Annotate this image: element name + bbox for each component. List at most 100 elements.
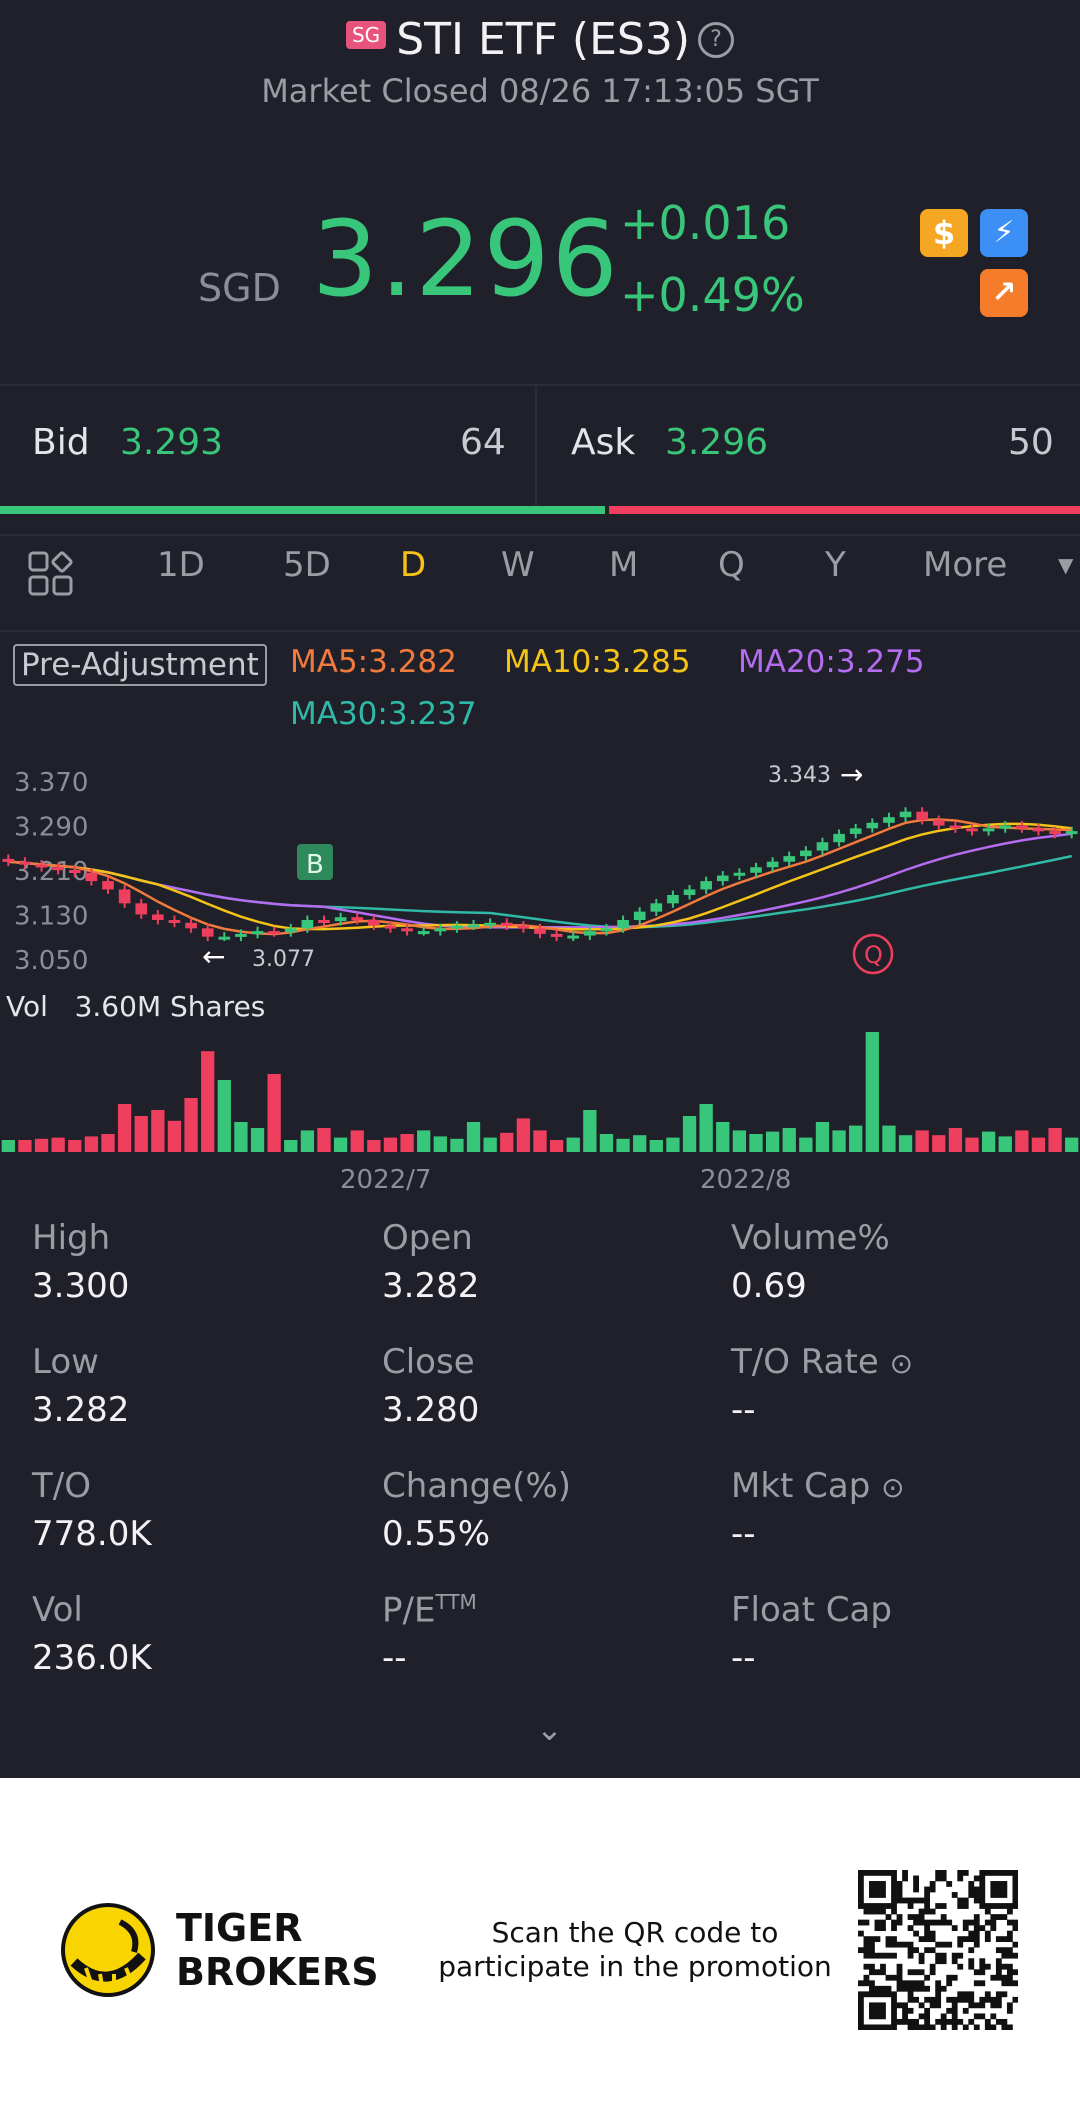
volume-bar [516, 1118, 531, 1152]
q-marker-label: Q [864, 941, 883, 969]
volume-bar [849, 1125, 863, 1152]
candle-body [949, 825, 962, 829]
buy-marker-label: B [306, 850, 324, 880]
candle-body [966, 828, 978, 832]
candle-body [500, 922, 513, 926]
candle-body [700, 881, 712, 890]
tab-m[interactable]: M [609, 545, 639, 585]
more-info-icon[interactable]: ⊙ [881, 1471, 905, 1504]
y-tick-label: 3.370 [14, 768, 88, 798]
volume-bar [699, 1104, 713, 1152]
volume-bar [1031, 1137, 1046, 1152]
volume-bar [782, 1128, 796, 1152]
chevron-down-icon[interactable]: ▼ [1058, 553, 1074, 577]
volume-label-row: Vol 3.60M Shares [6, 990, 265, 1023]
stat-label: Change(%) [382, 1466, 572, 1506]
flash-icon[interactable]: ⚡ [980, 209, 1028, 257]
candle-body [417, 931, 430, 935]
volume-bar [1048, 1128, 1062, 1152]
candle-body [251, 931, 264, 935]
candle-body [235, 933, 247, 937]
candle-body [284, 928, 297, 933]
stat-value: 0.55% [382, 1514, 491, 1554]
pre-adjustment-button[interactable]: Pre-Adjustment [13, 644, 267, 686]
y-tick-label: 3.130 [14, 901, 88, 931]
tab-w[interactable]: W [501, 545, 535, 585]
candle-body [667, 895, 679, 904]
candle-body [584, 931, 596, 936]
candle-body [567, 935, 580, 939]
trend-icon[interactable]: ↗ [980, 269, 1028, 317]
stat-value: -- [731, 1514, 756, 1554]
candle-body [932, 820, 945, 826]
tab-y[interactable]: Y [825, 545, 846, 585]
candle-body [185, 922, 197, 929]
stat-label: Volume% [731, 1218, 890, 1258]
volume-bar [1, 1140, 15, 1152]
volume-bar [383, 1137, 398, 1152]
promo-text: Scan the QR code to participate in the p… [438, 1916, 832, 1983]
volume-bar [1015, 1130, 1029, 1152]
stat-label: T/O [32, 1466, 91, 1506]
candle-body [733, 872, 746, 876]
volume-bar [981, 1131, 996, 1152]
candle-body [368, 920, 380, 926]
candle-body [816, 842, 829, 851]
low-arrow-icon: ← [202, 940, 225, 973]
high-marker-label: 3.343 [768, 763, 831, 788]
volume-bar [101, 1134, 115, 1152]
candle-body [1065, 831, 1078, 835]
candle-body [301, 920, 314, 929]
tab-more[interactable]: More [923, 545, 1008, 585]
volume-bar [350, 1130, 364, 1152]
price-change: +0.016 [620, 196, 791, 250]
tab-1d[interactable]: 1D [157, 545, 205, 585]
volume-bar [549, 1140, 564, 1152]
candle-body [999, 825, 1012, 829]
divider [0, 630, 1080, 632]
candle-body [201, 928, 214, 937]
candle-body [550, 933, 563, 937]
candle-body [68, 870, 81, 873]
layout-grid-icon[interactable] [28, 551, 74, 597]
volume-bar [566, 1137, 580, 1152]
dollar-icon[interactable]: $ [920, 209, 968, 257]
volume-bar [300, 1130, 315, 1152]
tab-q[interactable]: Q [718, 545, 745, 585]
volume-bar [815, 1122, 830, 1152]
qr-code[interactable] [858, 1870, 1019, 2031]
candle-body [883, 817, 895, 823]
high-arrow-icon: → [840, 758, 863, 791]
period-tabs: 1D 5D D W M Q Y More ▼ [0, 545, 1080, 605]
candle-body [617, 920, 629, 929]
stat-label: Vol [32, 1590, 83, 1630]
expand-chevron-icon[interactable]: ⌄ [536, 1710, 563, 1748]
stat-label: Float Cap [731, 1590, 892, 1630]
bid-ratio-bar [0, 506, 605, 514]
low-marker-label: 3.077 [252, 947, 315, 972]
volume-bar [799, 1137, 813, 1152]
volume-bar [267, 1074, 281, 1152]
candle-body [982, 828, 995, 832]
volume-bar [666, 1137, 680, 1152]
candle-body [334, 917, 347, 922]
x-tick-label: 2022/7 [340, 1165, 431, 1195]
tab-5d[interactable]: 5D [283, 545, 331, 585]
promo-footer: TIGER BROKERS Scan the QR code to partic… [0, 1778, 1080, 2123]
volume-bar [151, 1110, 165, 1152]
ask-price: 3.296 [665, 422, 769, 463]
candle-body [168, 920, 181, 923]
tab-d[interactable]: D [400, 545, 427, 585]
volume-bar [466, 1122, 481, 1152]
candle-body [318, 920, 330, 923]
ma20-label: MA20:3.275 [738, 644, 925, 680]
volume-bar [500, 1132, 514, 1152]
candle-body [750, 867, 762, 873]
volume-bar [948, 1128, 963, 1152]
volume-bar [749, 1134, 763, 1152]
more-info-icon[interactable]: ⊙ [889, 1347, 914, 1380]
currency-label: SGD [198, 266, 281, 310]
candle-body [534, 928, 546, 934]
help-icon[interactable]: ? [698, 22, 734, 58]
